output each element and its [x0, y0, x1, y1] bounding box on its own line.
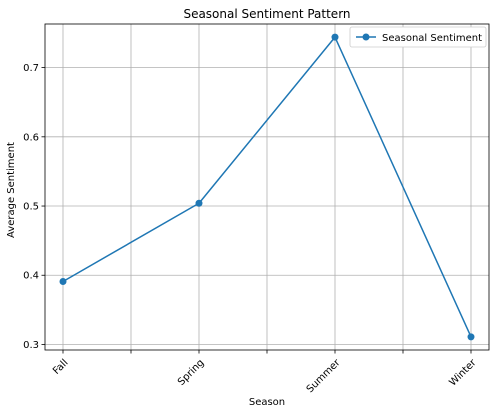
plot-area [59, 33, 475, 341]
y-axis: 0.3 0.4 0.5 0.6 0.7 [23, 63, 45, 351]
legend-point-marker [362, 33, 370, 41]
legend: Seasonal Sentiment [349, 26, 487, 48]
y-tick-label: 0.5 [23, 202, 39, 213]
data-point [59, 277, 67, 285]
data-point [467, 333, 475, 341]
y-tick-label: 0.4 [23, 271, 39, 282]
y-tick-label: 0.6 [23, 132, 39, 143]
y-tick-label: 0.7 [23, 63, 39, 74]
data-point [195, 199, 203, 207]
series-line [62, 36, 472, 338]
data-point [331, 33, 339, 41]
chart-title: Seasonal Sentiment Pattern [183, 7, 350, 21]
legend-box [349, 26, 487, 48]
y-tick-label: 0.3 [23, 340, 39, 351]
grid-lines [45, 24, 489, 350]
legend-label: Seasonal Sentiment [382, 33, 482, 44]
x-axis-label: Season [249, 397, 285, 408]
y-axis-label: Average Sentiment [6, 142, 17, 238]
